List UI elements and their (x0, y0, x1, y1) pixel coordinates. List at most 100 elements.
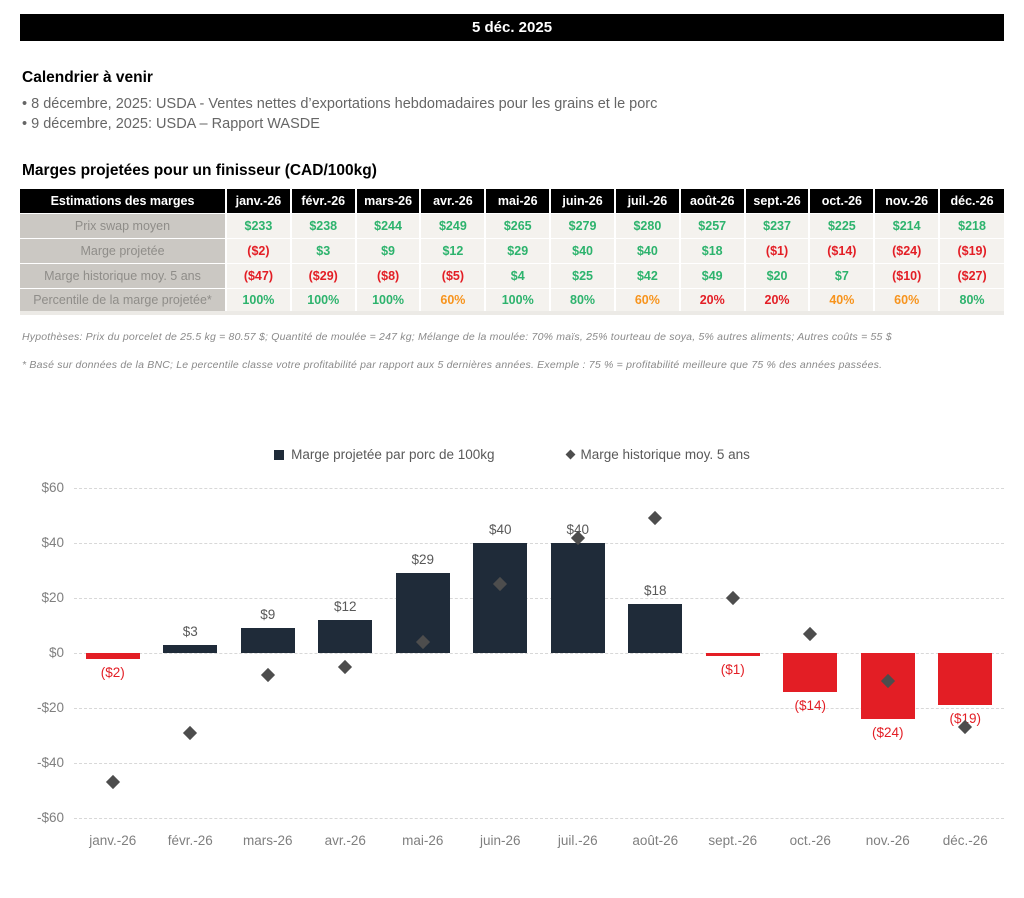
calendar-item: • 9 décembre, 2025: USDA – Rapport WASDE (22, 116, 320, 132)
table-cell: $42 (613, 263, 680, 288)
bar-oct.-26 (783, 653, 838, 692)
y-axis-tick: $20 (41, 590, 64, 605)
bar-sept.-26 (705, 653, 760, 656)
legend-diamond-label: Marge historique moy. 5 ans (580, 447, 750, 462)
report-page: 5 déc. 2025 Calendrier à venir • 8 décem… (20, 14, 1004, 848)
date-banner-text: 5 déc. 2025 (471, 19, 553, 36)
bar-janv.-26 (85, 653, 140, 659)
calendar-title: Calendrier à venir (22, 69, 153, 86)
x-axis-label: nov.-26 (865, 833, 910, 848)
month-header: sept.-26 (743, 189, 810, 213)
diamond-marker (105, 775, 120, 790)
table-cell: $12 (419, 238, 486, 263)
bar-juin-26 (473, 543, 528, 653)
table-cell: $7 (808, 263, 875, 288)
diamond-marker (183, 725, 198, 740)
y-axis-tick: $40 (41, 535, 64, 550)
chart-legend: Marge projetée par porc de 100kg Marge hi… (20, 447, 1004, 462)
month-header: mars-26 (354, 189, 421, 213)
x-axis-label: mai-26 (402, 833, 444, 848)
y-axis-tick: $60 (41, 480, 64, 495)
table-body: Prix swap moyen $233 $238 $244 $249 $265 $279 $… (20, 213, 1004, 313)
table-row: Marge projetée ($2) $3 $9 $12 $29 $40 $40 $18 ($1… (20, 238, 1004, 263)
gridline (74, 543, 1004, 544)
table-cell: $3 (289, 238, 356, 263)
month-header: août-26 (678, 189, 745, 213)
gridline (74, 818, 1004, 819)
table-cell: $9 (354, 238, 421, 263)
table-head: Estimations des marges janv.-26 févr.-26 ma… (20, 189, 1004, 213)
x-axis: janv.-26 févr.-26 mars-26 avr.-26 mai-26 juin… (74, 833, 1004, 848)
table-cell: $257 (678, 213, 745, 238)
bar-value-label: ($1) (720, 661, 745, 677)
bar-août-26 (628, 603, 683, 653)
y-axis-tick: -$60 (36, 810, 64, 825)
plot-area: ($2) $3 $9 $12 $29 $40 $40 $18 ($1) ($14) ($24) ($1… (74, 488, 1004, 819)
table-corner-label: Estimations des marges (20, 189, 226, 213)
table-cell: 100% (484, 288, 551, 313)
month-header: nov.-26 (873, 189, 940, 213)
gridline (74, 708, 1004, 709)
margins-chart: Marge projetée par porc de 100kg Marge hi… (20, 447, 1004, 848)
bar-value-label: $40 (566, 522, 590, 537)
table-cell: 40% (808, 288, 875, 313)
footnote-percentile: * Basé sur données de la BNC; Le percent… (22, 359, 883, 371)
month-header: avr.-26 (419, 189, 486, 213)
table-cell: ($14) (808, 238, 875, 263)
table-cell: $279 (549, 213, 615, 238)
table-cell: $238 (289, 213, 356, 238)
table-cell: ($10) (873, 263, 940, 288)
table-cell: 20% (743, 288, 810, 313)
x-axis-label: févr.-26 (167, 833, 213, 848)
row-label: Percentile de la marge projetée* (20, 288, 226, 313)
table-cell: $49 (678, 263, 745, 288)
legend-bar-label: Marge projetée par porc de 100kg (291, 447, 495, 462)
table-cell: $244 (354, 213, 421, 238)
month-header: juin-26 (549, 189, 615, 213)
gridline (74, 598, 1004, 599)
table-cell: $18 (678, 238, 745, 263)
table-cell: ($47) (225, 263, 291, 288)
bar-value-label: ($2) (100, 664, 125, 680)
table-row: Prix swap moyen $233 $238 $244 $249 $265 $279 $… (20, 213, 1004, 238)
bar-value-label: $29 (411, 552, 435, 568)
table-cell: $40 (549, 238, 615, 263)
table-cell: ($24) (873, 238, 940, 263)
x-axis-label: déc.-26 (942, 833, 988, 848)
bar-value-label: $9 (260, 607, 276, 623)
table-cell: ($19) (938, 238, 1004, 263)
bar-juil.-26 (550, 543, 605, 653)
table-row: Percentile de la marge projetée* 100% 100%… (20, 288, 1004, 313)
bar-avr.-26 (318, 620, 373, 653)
diamond-marker (338, 659, 353, 674)
bar-value-label: ($14) (794, 697, 826, 713)
table-cell: $29 (484, 238, 551, 263)
x-axis-label: oct.-26 (789, 833, 831, 848)
table-cell: $265 (484, 213, 551, 238)
table-cell: $225 (808, 213, 875, 238)
bar-value-label: $12 (333, 599, 357, 614)
x-axis-label: avr.-26 (324, 833, 366, 848)
table-cell: ($29) (289, 263, 356, 288)
bar-value-label: $18 (643, 582, 667, 598)
table-cell: $233 (225, 213, 291, 238)
table-cell: $4 (484, 263, 551, 288)
diamond-marker (725, 590, 740, 606)
table-cell: 60% (419, 288, 486, 313)
bar-value-label: $40 (488, 522, 512, 537)
table-header-row: Estimations des marges janv.-26 févr.-26 ma… (20, 189, 1004, 213)
bar-value-label: ($24) (871, 725, 904, 740)
bar-value-label: ($19) (949, 711, 981, 727)
diamond-marker (260, 667, 275, 683)
table-cell: 100% (354, 288, 421, 313)
table-cell: ($1) (743, 238, 810, 263)
x-axis-label: janv.-26 (89, 833, 137, 848)
month-header: déc.-26 (938, 189, 1004, 213)
bar-déc.-26 (938, 653, 993, 706)
table-cell: ($27) (938, 263, 1004, 288)
table-cell: $249 (419, 213, 486, 238)
table-cell: 100% (289, 288, 356, 313)
bar-value-label: $3 (182, 623, 198, 639)
y-axis-tick: -$20 (36, 700, 64, 715)
diamond-swatch-icon (565, 449, 575, 460)
